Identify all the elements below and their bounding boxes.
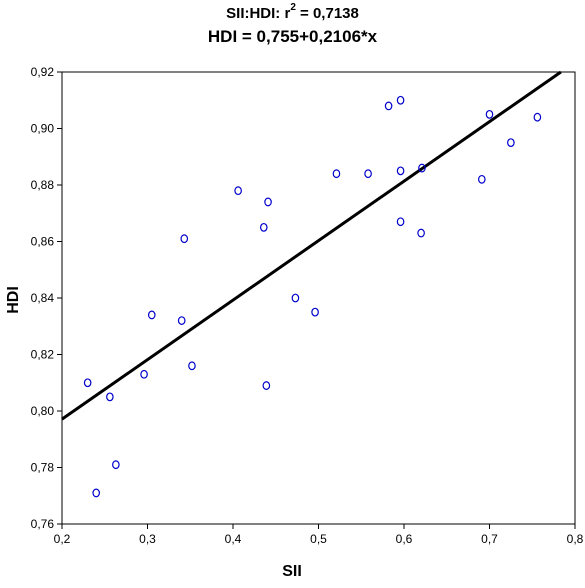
x-tick-label: 0,4: [225, 532, 242, 546]
data-points: [83, 95, 542, 498]
x-tick-label: 0,5: [310, 532, 327, 546]
x-axis-label: SII: [282, 563, 302, 580]
data-point: [291, 293, 300, 303]
data-point: [180, 234, 189, 244]
chart-title: SII:HDI: r2 = 0,7138: [226, 2, 359, 22]
y-tick-label: 0,86: [31, 235, 55, 249]
data-point: [262, 381, 271, 390]
y-tick-label: 0,82: [31, 348, 55, 362]
x-tick-label: 0,2: [54, 532, 71, 546]
data-point: [418, 163, 426, 173]
data-point: [106, 392, 114, 402]
data-point: [259, 222, 268, 232]
y-tick-label: 0,84: [31, 291, 55, 305]
plot-area-border: [61, 71, 576, 525]
data-point: [396, 217, 405, 227]
y-axis-label: HDI: [5, 286, 22, 314]
data-point: [140, 369, 148, 379]
axis-ticks: 0,2 0,3 0,4 0,5 0,6 0,7 0,8 0,76 0,78 0,80 0,82 0,8…: [31, 65, 584, 546]
data-point: [396, 166, 405, 176]
data-point: [92, 488, 101, 498]
data-point: [147, 310, 156, 320]
data-point: [478, 174, 486, 184]
data-point: [417, 228, 425, 238]
data-point: [384, 101, 393, 111]
data-point: [396, 95, 405, 105]
chart-subtitle: HDI = 0,755+0,2106*x: [207, 27, 378, 46]
x-tick-label: 0,8: [567, 532, 584, 546]
regression-line: [61, 70, 562, 421]
x-tick-label: 0,3: [139, 532, 156, 546]
y-tick-label: 0,76: [31, 517, 55, 531]
y-tick-label: 0,78: [31, 461, 55, 475]
data-point: [485, 109, 494, 119]
data-point: [234, 186, 242, 196]
plot-frame: [61, 71, 576, 525]
y-tick-label: 0,88: [31, 178, 55, 192]
y-tick-label: 0,92: [31, 65, 55, 79]
y-tick-label: 0,90: [31, 122, 55, 136]
x-tick-label: 0,7: [481, 532, 498, 546]
x-tick-label: 0,6: [396, 532, 413, 546]
data-point: [332, 169, 341, 179]
data-point: [264, 197, 272, 207]
data-point: [112, 460, 120, 470]
data-point: [507, 138, 515, 148]
regression-line-group: [61, 70, 562, 421]
data-point: [533, 112, 542, 122]
data-point: [83, 378, 92, 388]
data-point: [311, 307, 319, 317]
y-tick-label: 0,80: [31, 404, 55, 418]
data-point: [364, 169, 372, 179]
data-point: [177, 316, 186, 326]
data-point: [188, 361, 196, 371]
